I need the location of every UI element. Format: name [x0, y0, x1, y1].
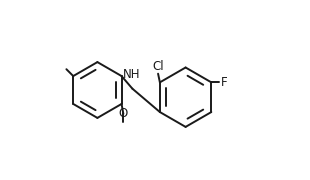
Text: F: F [221, 76, 228, 89]
Text: O: O [119, 107, 128, 120]
Text: NH: NH [123, 68, 140, 81]
Text: Cl: Cl [152, 60, 164, 73]
